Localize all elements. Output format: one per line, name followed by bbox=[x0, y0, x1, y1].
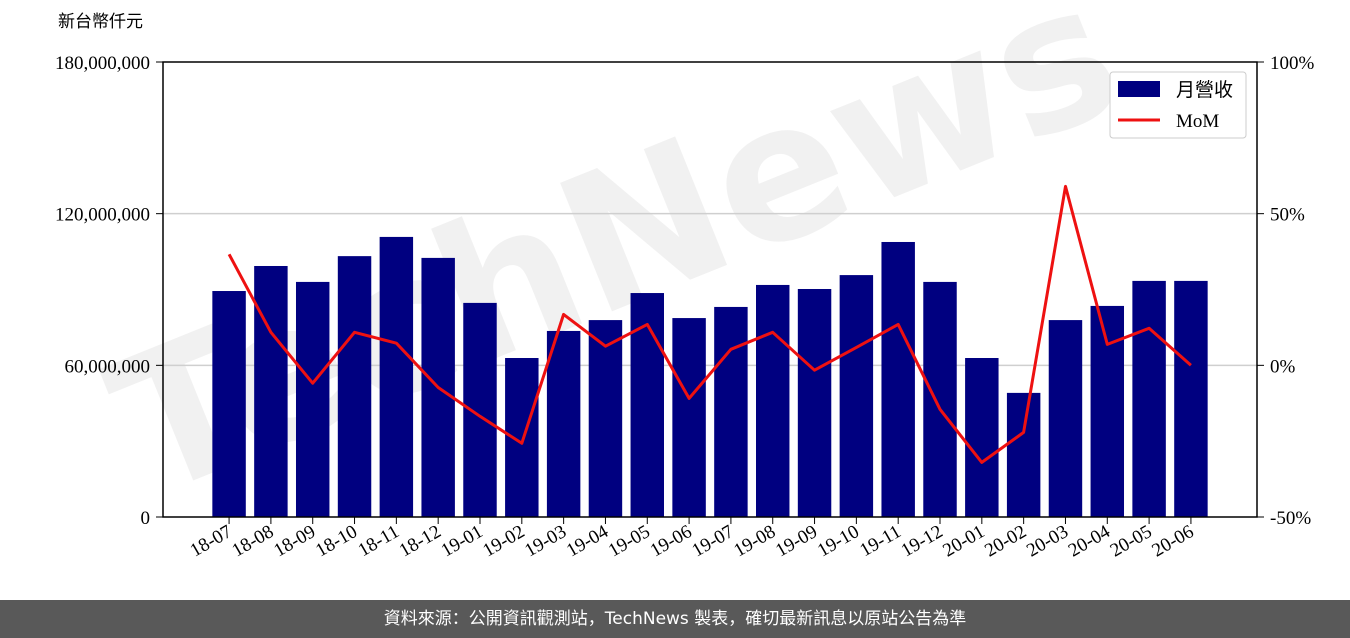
legend: 月營收 MoM bbox=[1109, 71, 1247, 139]
bar bbox=[965, 358, 999, 517]
x-tick-label: 19-06 bbox=[647, 521, 696, 561]
x-tick-label: 19-02 bbox=[479, 521, 528, 561]
x-tick-label: 19-11 bbox=[856, 521, 904, 561]
legend-swatch bbox=[1118, 81, 1160, 97]
bar bbox=[923, 281, 957, 517]
bar bbox=[714, 306, 748, 517]
x-tick-label: 19-05 bbox=[605, 521, 654, 561]
x-tick-label: 18-11 bbox=[355, 521, 403, 561]
bar bbox=[881, 241, 915, 517]
plot-frame bbox=[162, 61, 1258, 518]
x-tick-label: 19-04 bbox=[563, 521, 612, 562]
bar bbox=[546, 330, 581, 517]
x-tick-label: 19-09 bbox=[772, 521, 821, 561]
x-tick-label: 20-03 bbox=[1023, 521, 1072, 561]
x-tick-label: 19-07 bbox=[689, 521, 738, 561]
bar bbox=[797, 288, 832, 517]
bar bbox=[337, 256, 372, 517]
y-axis-title: 新台幣仟元 bbox=[58, 12, 143, 32]
x-tick-label: 19-12 bbox=[898, 521, 947, 561]
footer: 資料來源：公開資訊觀測站，TechNews 製表，確切最新訊息以原站公告為準 bbox=[0, 600, 1350, 638]
y2-tick-label: -50% bbox=[1270, 508, 1311, 529]
bar bbox=[1048, 320, 1083, 517]
x-tick-label: 20-06 bbox=[1149, 521, 1198, 561]
x-tick-label: 20-02 bbox=[981, 521, 1030, 561]
bar bbox=[672, 318, 706, 517]
bar bbox=[839, 275, 874, 517]
bar bbox=[1090, 305, 1125, 517]
x-tick-label: 19-08 bbox=[730, 521, 779, 561]
bar bbox=[1006, 392, 1041, 517]
x-tick-label: 18-09 bbox=[270, 521, 319, 561]
x-tick-label: 19-03 bbox=[521, 521, 570, 561]
y2-tick-label: 50% bbox=[1270, 205, 1305, 226]
bar bbox=[588, 320, 623, 517]
y-tick-label: 0 bbox=[141, 508, 151, 529]
y-tick-label: 120,000,000 bbox=[55, 205, 150, 226]
x-tick-label: 19-10 bbox=[814, 521, 863, 561]
bar bbox=[1132, 280, 1166, 517]
x-tick-label: 18-10 bbox=[312, 521, 361, 561]
bar bbox=[1174, 280, 1208, 517]
legend-label: MoM bbox=[1176, 111, 1219, 132]
bar bbox=[756, 284, 790, 517]
chart: 新台幣仟元 TechNews060,000,000120,000,000180,… bbox=[55, 0, 1315, 562]
y2-tick-label: 100% bbox=[1270, 53, 1315, 74]
bar bbox=[212, 291, 246, 517]
legend-label: 月營收 bbox=[1176, 79, 1233, 101]
y2-tick-label: 0% bbox=[1270, 356, 1296, 377]
x-tick-label: 20-01 bbox=[939, 521, 988, 561]
bar bbox=[254, 265, 288, 517]
x-tick-label: 18-08 bbox=[229, 521, 278, 561]
x-tick-label: 20-04 bbox=[1065, 521, 1114, 562]
y-tick-label: 60,000,000 bbox=[65, 356, 151, 377]
bar bbox=[379, 236, 414, 517]
bar bbox=[295, 281, 330, 517]
x-tick-label: 18-12 bbox=[396, 521, 445, 561]
x-tick-label: 20-05 bbox=[1107, 521, 1156, 561]
x-tick-label: 19-01 bbox=[438, 521, 487, 561]
line bbox=[227, 184, 1192, 464]
y-tick-label: 180,000,000 bbox=[55, 53, 150, 74]
